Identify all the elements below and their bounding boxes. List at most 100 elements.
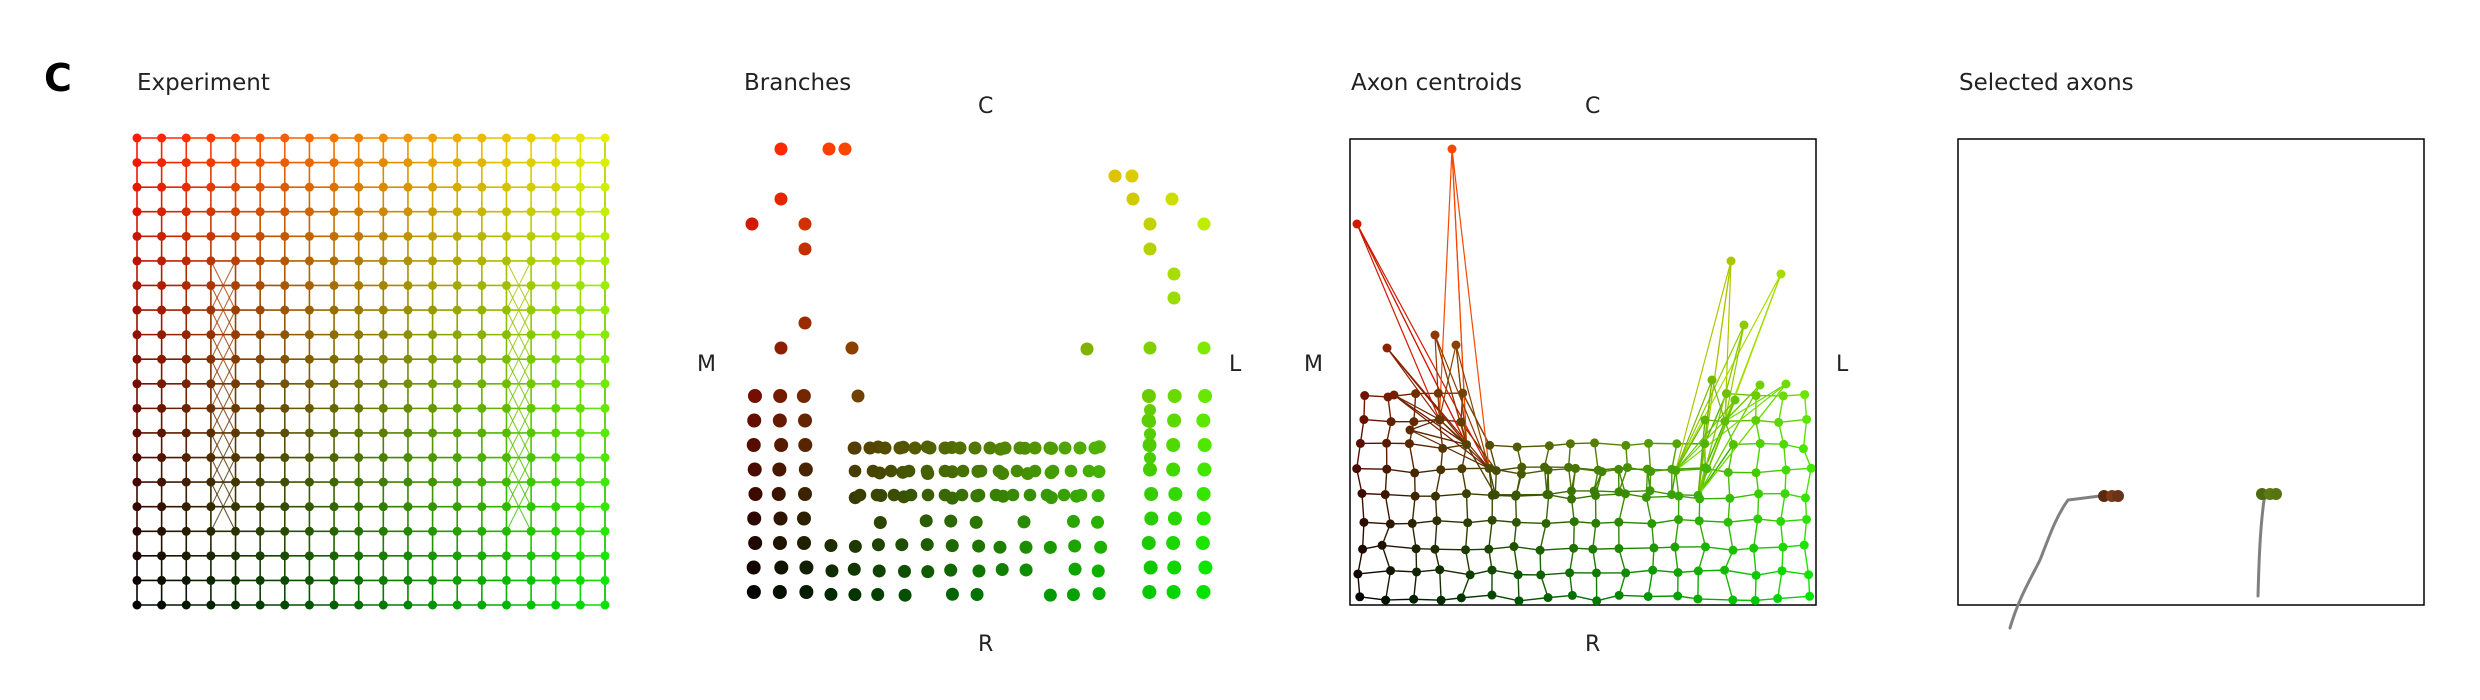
centroid-node xyxy=(1597,467,1607,477)
grid-node xyxy=(575,158,585,168)
grid-node xyxy=(403,575,413,585)
centroid-node xyxy=(1700,415,1710,425)
branch-point xyxy=(870,488,884,502)
outlier-edge xyxy=(1724,383,1787,422)
grid-node xyxy=(304,551,314,561)
grid-node xyxy=(452,526,462,536)
outlier-edge xyxy=(1434,334,1440,420)
crossing-fiber xyxy=(210,432,237,483)
grid-node xyxy=(132,551,142,561)
centroid-edge xyxy=(1408,443,1416,474)
outlier-edge xyxy=(1409,418,1440,431)
centroid-node xyxy=(1728,545,1738,555)
branch-point xyxy=(1167,389,1182,403)
centroid-node xyxy=(1567,494,1577,504)
grid-node xyxy=(255,305,265,315)
centroid-edge xyxy=(1411,496,1416,524)
grid-node xyxy=(181,354,191,364)
branch-point xyxy=(884,464,898,478)
grid-node xyxy=(428,502,438,512)
centroid-node xyxy=(1564,462,1574,472)
centroid-edge xyxy=(1434,548,1466,551)
grid-node xyxy=(526,403,536,413)
grid-node xyxy=(157,231,167,241)
branch-point xyxy=(898,588,912,602)
centroid-edge xyxy=(1727,522,1734,551)
centroid-node xyxy=(1728,595,1738,605)
centroid-node xyxy=(1567,590,1577,600)
centroid-edge xyxy=(1413,393,1417,422)
branch-point xyxy=(1142,585,1157,599)
outlier-edge xyxy=(1439,419,1467,446)
centroid-node xyxy=(1647,519,1657,529)
grid-node xyxy=(354,231,364,241)
outlier-edge xyxy=(1409,429,1490,469)
outlier-edge xyxy=(1393,394,1440,420)
grid-node xyxy=(304,305,314,315)
centroid-edge xyxy=(1539,523,1547,551)
centroid-node xyxy=(1753,514,1763,524)
centroid-node xyxy=(1621,568,1631,578)
centroid-node xyxy=(1359,517,1369,527)
branch-point xyxy=(746,438,761,452)
grid-node xyxy=(329,551,339,561)
grid-node xyxy=(280,428,290,438)
grid-node xyxy=(575,379,585,389)
grid-node xyxy=(477,158,487,168)
centroid-node xyxy=(1491,466,1501,476)
branch-point xyxy=(944,514,958,528)
branch-point xyxy=(989,488,1003,502)
branch-point xyxy=(1010,464,1024,478)
outlier-edge xyxy=(1697,383,1787,496)
grid-node xyxy=(378,551,388,561)
centroid-node xyxy=(1591,490,1601,500)
grid-node xyxy=(157,502,167,512)
grid-node xyxy=(477,575,487,585)
centroid-edge xyxy=(1705,546,1734,551)
centroid-node xyxy=(1754,489,1764,499)
grid-node xyxy=(526,428,536,438)
branch-point xyxy=(1198,560,1213,575)
grid-node xyxy=(428,453,438,463)
grid-node xyxy=(428,231,438,241)
branch-point xyxy=(1167,413,1182,428)
grid-node xyxy=(477,502,487,512)
grid-node xyxy=(181,477,191,487)
grid-node xyxy=(132,526,142,536)
branch-point xyxy=(774,341,788,355)
grid-node xyxy=(329,453,339,463)
branch-point xyxy=(1080,342,1094,356)
branch-point xyxy=(873,516,887,530)
selected-axons-plot xyxy=(1957,138,2425,630)
centroid-node xyxy=(1405,425,1415,435)
branch-point xyxy=(1166,536,1181,550)
centroid-edge xyxy=(1385,598,1414,601)
branch-point xyxy=(772,585,787,599)
centroid-node xyxy=(1566,486,1576,496)
grid-node xyxy=(501,305,511,315)
grid-node xyxy=(157,330,167,340)
centroid-node xyxy=(1569,517,1579,527)
centroid-edge xyxy=(1779,493,1786,522)
grid-node xyxy=(551,502,561,512)
grid-node xyxy=(181,231,191,241)
branch-point xyxy=(919,514,933,528)
grid-node xyxy=(280,158,290,168)
grid-node xyxy=(428,158,438,168)
grid-node xyxy=(403,453,413,463)
centroid-edge xyxy=(1802,419,1808,449)
branch-point xyxy=(1066,514,1080,528)
centroid-edge xyxy=(1593,442,1599,471)
grid-node xyxy=(428,330,438,340)
grid-node xyxy=(231,502,241,512)
grid-node xyxy=(304,453,314,463)
branch-point xyxy=(745,217,759,231)
branch-point xyxy=(848,464,862,478)
centroid-node xyxy=(1485,440,1495,450)
grid-node xyxy=(255,182,265,192)
centroid-node xyxy=(1700,542,1710,552)
centroid-edge xyxy=(1704,421,1726,469)
branch-point xyxy=(746,560,761,575)
branch-point xyxy=(995,563,1009,577)
grid-node xyxy=(575,330,585,340)
